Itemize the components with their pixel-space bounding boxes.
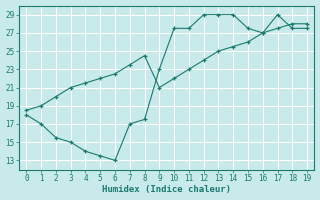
- X-axis label: Humidex (Indice chaleur): Humidex (Indice chaleur): [102, 185, 231, 194]
